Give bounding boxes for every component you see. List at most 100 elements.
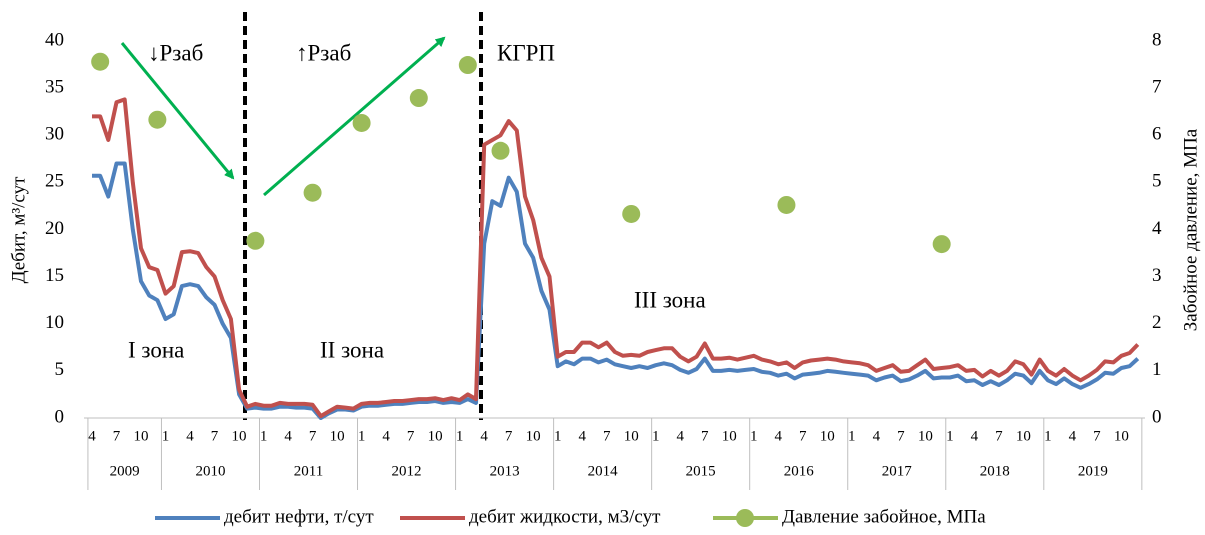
y-tick-label: 25 xyxy=(45,171,64,192)
x-tick-label: 4 xyxy=(676,428,684,444)
arrow-up xyxy=(263,36,446,197)
x-tick-label: 7 xyxy=(211,428,219,444)
legend-label: дебит нефти, т/сут xyxy=(224,506,374,527)
x-tick-label: 10 xyxy=(918,428,933,444)
y-tick-label: 10 xyxy=(45,312,64,333)
series-line xyxy=(92,97,1140,419)
x-tick-label: 4 xyxy=(382,428,390,444)
annotation: ↑Pзаб xyxy=(296,40,351,65)
x-tick-label: 1 xyxy=(162,428,170,444)
x-tick-label: 10 xyxy=(820,428,835,444)
x-tick-label: 4 xyxy=(88,428,96,444)
y-tick-label: 15 xyxy=(45,265,64,286)
pressure-point xyxy=(148,110,167,129)
x-tick-label: 4 xyxy=(873,428,881,444)
y2-tick-label: 8 xyxy=(1152,29,1162,50)
x-tick-label: 4 xyxy=(186,428,194,444)
x-tick-label: 4 xyxy=(775,428,783,444)
x-group-label: 2019 xyxy=(1078,463,1108,479)
x-tick-label: 1 xyxy=(1044,428,1052,444)
x-group-label: 2014 xyxy=(588,463,619,479)
annotation: КГРП xyxy=(497,40,555,65)
y2-tick-label: 2 xyxy=(1152,312,1162,333)
series-line xyxy=(92,161,1140,420)
x-tick-label: 4 xyxy=(578,428,586,444)
y2-tick-label: 4 xyxy=(1152,218,1162,239)
x-tick-label: 10 xyxy=(1016,428,1031,444)
x-tick-label: 7 xyxy=(701,428,709,444)
pressure-point xyxy=(622,204,641,223)
x-tick-label: 10 xyxy=(526,428,541,444)
x-group-label: 2015 xyxy=(686,463,716,479)
y-tick-label: 5 xyxy=(55,359,65,380)
pressure-point xyxy=(777,195,796,214)
y-tick-label: 30 xyxy=(45,124,64,145)
x-tick-label: 7 xyxy=(603,428,611,444)
x-tick-label: 10 xyxy=(1114,428,1129,444)
y2-tick-label: 1 xyxy=(1152,359,1162,380)
x-group-label: 2009 xyxy=(110,463,140,479)
pressure-point xyxy=(409,89,428,108)
x-tick-label: 7 xyxy=(407,428,415,444)
x-tick-label: 1 xyxy=(750,428,758,444)
pressure-point xyxy=(491,141,510,160)
y-axis-title: Дебит, м³/сут xyxy=(8,176,29,284)
x-group-label: 2017 xyxy=(882,463,913,479)
x-tick-label: 7 xyxy=(799,428,807,444)
y-tick-label: 20 xyxy=(45,218,64,239)
annotation: I зона xyxy=(128,337,184,362)
x-tick-label: 10 xyxy=(232,428,247,444)
legend-label: Давление забойное, МПа xyxy=(782,506,986,527)
x-tick-label: 10 xyxy=(722,428,737,444)
x-tick-label: 10 xyxy=(428,428,443,444)
x-tick-label: 1 xyxy=(848,428,856,444)
pressure-point xyxy=(458,56,477,75)
x-tick-label: 1 xyxy=(456,428,464,444)
x-tick-label: 4 xyxy=(1069,428,1077,444)
y2-tick-label: 5 xyxy=(1152,171,1162,192)
x-tick-label: 10 xyxy=(624,428,639,444)
legend-marker xyxy=(736,509,754,527)
legend-item: дебит нефти, т/сут xyxy=(155,506,374,527)
y-tick-label: 35 xyxy=(45,76,64,97)
x-tick-label: 4 xyxy=(971,428,979,444)
x-tick-label: 7 xyxy=(505,428,513,444)
x-tick-label: 10 xyxy=(134,428,149,444)
x-group-label: 2011 xyxy=(294,463,323,479)
x-group-label: 2010 xyxy=(195,463,225,479)
pressure-point xyxy=(352,113,371,132)
x-tick-label: 7 xyxy=(897,428,905,444)
y2-tick-label: 7 xyxy=(1152,76,1162,97)
annotation: II зона xyxy=(320,337,384,362)
x-tick-label: 4 xyxy=(284,428,292,444)
legend-item: Давление забойное, МПа xyxy=(713,506,986,527)
x-tick-label: 4 xyxy=(480,428,488,444)
x-tick-label: 1 xyxy=(946,428,954,444)
pressure-point xyxy=(246,231,265,250)
y2-tick-label: 0 xyxy=(1152,406,1162,427)
pressure-point xyxy=(91,52,110,71)
x-tick-label: 7 xyxy=(995,428,1003,444)
y-tick-label: 40 xyxy=(45,29,64,50)
legend-item: дебит жидкости, м3/сут xyxy=(400,506,661,527)
y-tick-label: 0 xyxy=(55,406,65,427)
x-tick-label: 1 xyxy=(652,428,660,444)
legend-label: дебит жидкости, м3/сут xyxy=(469,506,661,527)
x-tick-label: 1 xyxy=(554,428,562,444)
pressure-point xyxy=(932,235,951,254)
x-tick-label: 7 xyxy=(1093,428,1101,444)
x-group-label: 2013 xyxy=(490,463,520,479)
pressure-point xyxy=(303,183,322,202)
y2-tick-label: 3 xyxy=(1152,265,1162,286)
arrow-down xyxy=(120,42,235,180)
y2-axis-title: Забойное давление, МПа xyxy=(1180,128,1201,331)
x-tick-label: 7 xyxy=(113,428,121,444)
x-tick-label: 10 xyxy=(330,428,345,444)
x-tick-label: 7 xyxy=(309,428,317,444)
x-group-label: 2018 xyxy=(980,463,1010,479)
annotation: III зона xyxy=(634,287,706,312)
x-tick-label: 1 xyxy=(358,428,366,444)
x-tick-label: 1 xyxy=(260,428,268,444)
x-group-label: 2012 xyxy=(392,463,422,479)
